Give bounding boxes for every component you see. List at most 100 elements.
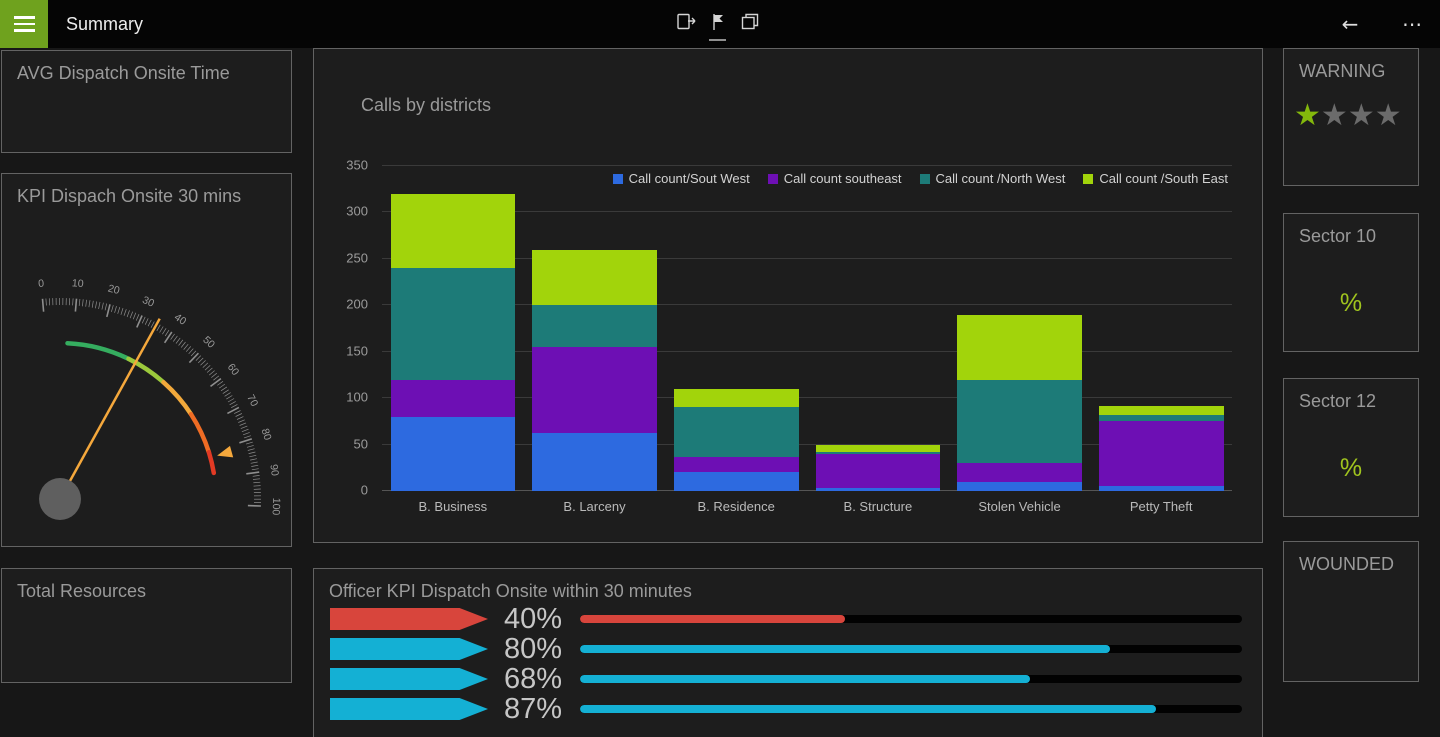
panel-title: Sector 12	[1299, 391, 1377, 411]
gridline: 250	[346, 250, 1232, 265]
y-axis-tick: 100	[346, 389, 368, 405]
bar-segment	[532, 347, 657, 434]
legend-item[interactable]: Call count southeast	[767, 171, 902, 186]
sector-12-percent: %	[1339, 454, 1363, 482]
kpi-progress-track	[580, 645, 1242, 653]
calls-by-districts-panel: Calls by districts Call count/Sout West C…	[313, 48, 1263, 543]
bar-b-structure[interactable]	[807, 166, 949, 491]
panel-title: Sector 10	[1299, 226, 1377, 246]
avg-dispatch-panel: AVG Dispatch Onsite Time	[1, 50, 292, 153]
bar-stolen-vehicle[interactable]	[949, 166, 1091, 491]
dispatch-gauge: 0 10 20 30 40 50 60 70 80 90 100	[2, 174, 291, 546]
star-icon: ★	[1374, 99, 1402, 132]
svg-text:0: 0	[38, 278, 45, 290]
chart-title: Calls by districts	[361, 95, 492, 115]
hamburger-menu-button[interactable]	[0, 0, 48, 48]
export-report-button[interactable]	[672, 7, 699, 37]
kpi-arrow-icon	[330, 608, 488, 630]
back-button[interactable]: ←	[1332, 0, 1368, 48]
panel-title: AVG Dispatch Onsite Time	[17, 63, 230, 83]
bar-segment	[815, 444, 941, 452]
gridline: 50	[354, 436, 1232, 451]
kpi-progress-track	[580, 675, 1242, 683]
legend-item[interactable]: Call count /South East	[1083, 171, 1228, 186]
kpi-arrow-icon	[330, 638, 488, 660]
kpi-rows: 40% 80% 68% 87%	[314, 602, 1262, 725]
svg-text:100: 100	[270, 498, 283, 516]
bar-segment	[957, 379, 1082, 464]
legend-swatch	[767, 173, 778, 184]
y-axis-tick: 350	[346, 157, 368, 173]
svg-text:30: 30	[140, 294, 156, 310]
kpi-progress-fill	[580, 615, 845, 623]
kpi-progress-fill	[580, 705, 1156, 713]
y-axis-tick: 300	[346, 203, 368, 219]
bar-segment	[390, 416, 516, 491]
kpi-row: 68%	[330, 663, 1242, 695]
gridline: 100	[346, 390, 1232, 405]
legend-label: Call count /North West	[935, 171, 1066, 186]
bar-segment	[532, 433, 657, 491]
bar-segment	[957, 481, 1082, 491]
category-label: B. Business	[418, 499, 488, 514]
sector-12-panel: Sector 12 %	[1283, 378, 1419, 517]
bar-segment	[673, 472, 799, 491]
toolbar	[672, 7, 763, 41]
star-icon: ★	[1347, 99, 1375, 132]
bar-segment	[1098, 414, 1224, 422]
bar-segment	[390, 193, 516, 269]
kpi-progress-track	[580, 615, 1242, 623]
legend-swatch	[919, 173, 930, 184]
legend-item[interactable]: Call count /North West	[919, 171, 1066, 186]
kpi-percent: 40%	[504, 602, 563, 635]
bar-segment	[532, 305, 657, 348]
frame-tool-button[interactable]	[736, 7, 763, 37]
wounded-panel: WOUNDED	[1283, 541, 1419, 682]
bar-b-larceny[interactable]	[524, 166, 666, 491]
star-icon: ★	[1294, 99, 1321, 132]
svg-text:50: 50	[200, 334, 217, 351]
bars	[382, 166, 1232, 491]
svg-text:90: 90	[267, 464, 280, 477]
export-icon	[676, 13, 695, 30]
bar-segment	[673, 456, 799, 473]
star-icon: ★	[1320, 99, 1348, 132]
bar-segment	[1098, 405, 1224, 415]
pointer-flag-icon	[712, 14, 723, 30]
bar-segment	[957, 463, 1082, 482]
warning-panel: WARNING ★★★★	[1283, 48, 1419, 186]
pointer-tool-button[interactable]	[704, 7, 731, 41]
category-label: B. Residence	[697, 499, 775, 514]
bar-segment	[673, 388, 799, 408]
more-button[interactable]: ⋯	[1394, 0, 1430, 48]
legend-swatch	[612, 173, 623, 184]
kpi-gauge-panel: KPI Dispach Onsite 30 mins 0 10 20 30 40 50 60…	[1, 173, 292, 547]
gridline: 200	[346, 297, 1232, 312]
category-label: B. Larceny	[563, 499, 626, 514]
legend-item[interactable]: Call count/Sout West	[612, 171, 750, 186]
y-axis-tick: 150	[346, 343, 368, 359]
y-axis-tick: 250	[346, 250, 368, 266]
hamburger-icon	[13, 16, 35, 19]
bar-segment	[815, 451, 941, 454]
sector-10-panel: Sector 10 %	[1283, 213, 1419, 352]
kpi-progress-track	[580, 705, 1242, 713]
panel-title: KPI Dispach Onsite 30 mins	[17, 186, 242, 206]
bar-petty-theft[interactable]	[1090, 166, 1232, 491]
gridline: 0	[361, 483, 1232, 498]
bar-segment	[673, 407, 799, 457]
category-label: Petty Theft	[1129, 499, 1193, 514]
bar-segment	[532, 249, 657, 306]
kpi-percent: 80%	[504, 632, 563, 665]
bar-segment	[390, 268, 516, 380]
kpi-arrow-icon	[330, 668, 488, 690]
bar-segment	[815, 453, 941, 489]
y-axis-tick: 0	[360, 482, 368, 498]
kpi-row: 87%	[330, 693, 1242, 725]
bar-b-business[interactable]	[382, 166, 524, 491]
legend-label: Call count/Sout West	[628, 171, 750, 186]
bar-b-residence[interactable]	[665, 166, 807, 491]
panel-title: Total Resources	[17, 581, 147, 601]
bar-plot: 0 50 100 150 200 250 300 350	[346, 158, 1232, 498]
restore-frame-icon	[741, 13, 758, 30]
